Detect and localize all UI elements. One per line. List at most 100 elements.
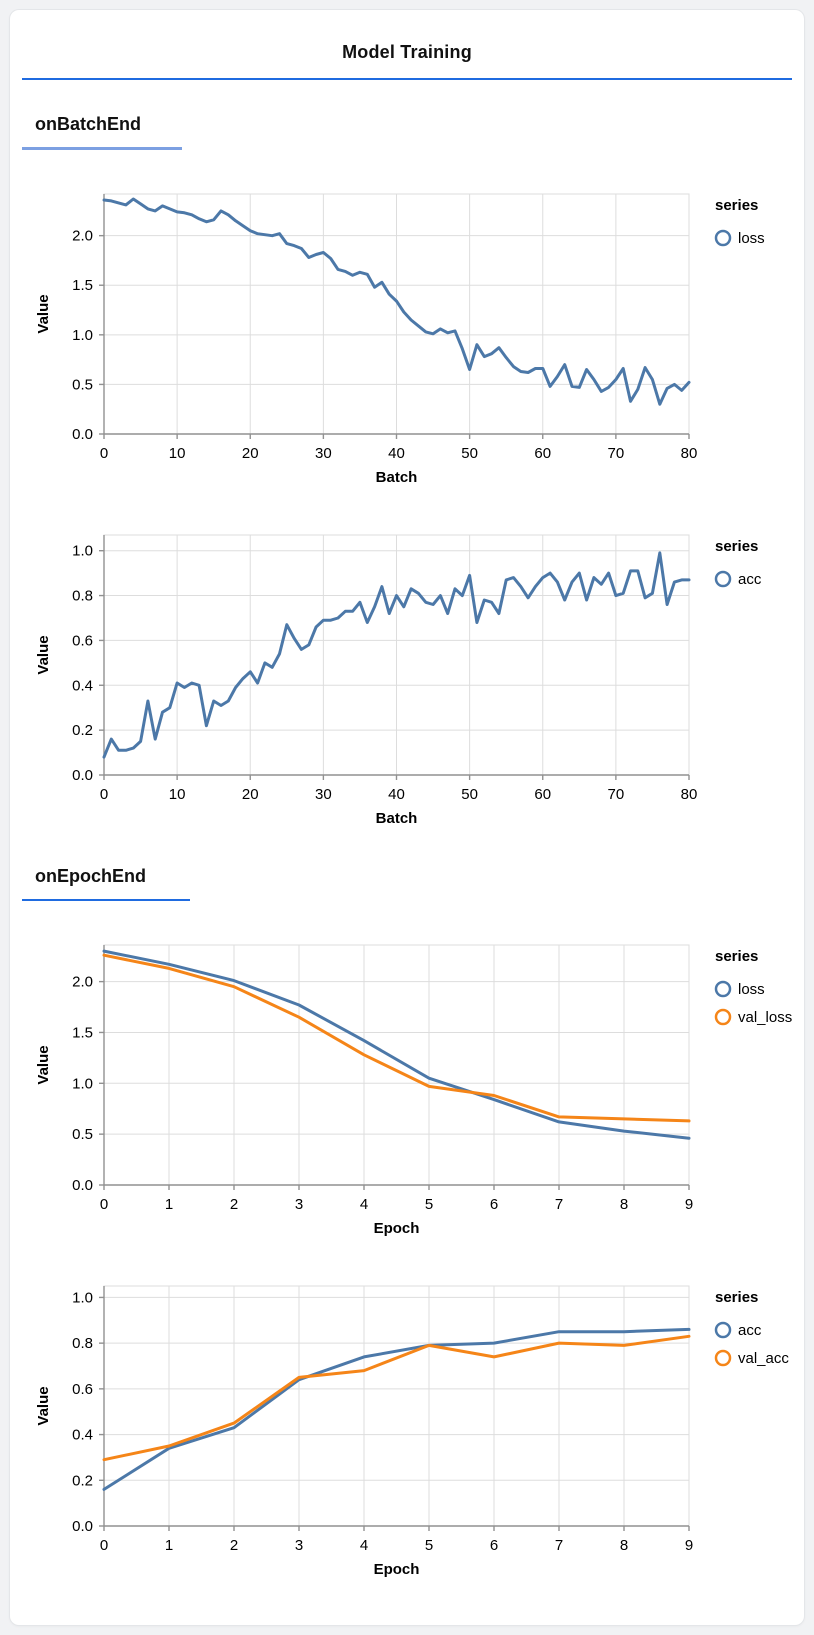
x-tick-label: 0 [100, 1196, 108, 1213]
series-line-val_loss [102, 953, 691, 1123]
legend-title: series [715, 1289, 758, 1306]
gridlines [103, 535, 690, 776]
chart-epoch-acc: 0 1 2 3 4 5 6 7 8 9 0.0 0.2 0.4 0.6 0.8 1.0 Epoch Value se… [22, 1272, 792, 1583]
y-tick-label: 0.0 [72, 1518, 93, 1535]
series-line-loss [102, 949, 691, 1140]
y-tick-label: 0.2 [72, 1472, 93, 1489]
axes [99, 1286, 690, 1531]
legend-title: series [715, 538, 758, 555]
legend: series acc [714, 538, 762, 588]
gridlines [103, 1286, 690, 1527]
x-axis-title: Batch [376, 469, 418, 486]
section-underline-onepochend [22, 899, 190, 901]
x-tick-label: 2 [230, 1537, 238, 1554]
series-line-loss [102, 197, 691, 406]
x-tick-label: 80 [681, 786, 698, 803]
line-chart-svg: 0 10 20 30 40 50 60 70 80 0.0 0.5 1.0 1.5 2.0 Batch Val… [35, 193, 765, 486]
title-underline [22, 78, 792, 80]
section-onbatchend: onBatchEnd 0 10 20 30 40 50 60 70 80 0.0 0.5 1.0 1.5… [22, 114, 792, 832]
y-axis-title: Value [35, 1045, 52, 1084]
y-tick-label: 0.0 [72, 767, 93, 784]
legend-marker-loss [714, 980, 732, 998]
legend-label-loss: loss [738, 230, 765, 247]
x-tick-label: 3 [295, 1196, 303, 1213]
y-axis-title: Value [35, 294, 52, 333]
x-tick-label: 2 [230, 1196, 238, 1213]
x-tick-label: 8 [620, 1537, 628, 1554]
legend-marker-acc [714, 570, 732, 588]
x-tick-label: 30 [315, 445, 332, 462]
legend: series loss [714, 197, 765, 247]
gridlines [103, 194, 690, 435]
y-axis-title: Value [35, 1386, 52, 1425]
visor-card: Model Training onBatchEnd 0 10 20 30 40 50 60 7… [10, 10, 804, 1625]
x-tick-label: 70 [608, 445, 625, 462]
line-chart-svg: 0 10 20 30 40 50 60 70 80 0.0 0.2 0.4 0.6 0.8 1.0 Batch… [35, 534, 762, 827]
x-tick-label: 9 [685, 1196, 693, 1213]
y-tick-label: 1.0 [72, 327, 93, 344]
series-line-acc [102, 1327, 691, 1491]
x-tick-label: 3 [295, 1537, 303, 1554]
legend-marker-val_loss [714, 1008, 732, 1026]
x-tick-label: 50 [461, 445, 478, 462]
legend: series loss val_loss [714, 948, 792, 1026]
section-onepochend: onEpochEnd 0 1 2 3 4 5 6 7 8 9 0.0 0.5 1.0 1.5 2.0 Epoc… [22, 866, 792, 1583]
y-tick-label: 0.8 [72, 1335, 93, 1352]
x-tick-label: 0 [100, 786, 108, 803]
chart-batch-acc: 0 10 20 30 40 50 60 70 80 0.0 0.2 0.4 0.6 0.8 1.0 Batch… [22, 521, 792, 832]
legend-title: series [715, 948, 758, 965]
x-tick-label: 50 [461, 786, 478, 803]
x-tick-label: 70 [608, 786, 625, 803]
x-tick-label: 6 [490, 1196, 498, 1213]
y-axis-title: Value [35, 635, 52, 674]
legend-label-val_loss: val_loss [738, 1009, 792, 1026]
y-tick-label: 1.0 [72, 1075, 93, 1092]
y-tick-label: 2.0 [72, 974, 93, 991]
section-underline-onbatchend [22, 147, 182, 150]
x-tick-label: 20 [242, 445, 259, 462]
x-tick-label: 1 [165, 1196, 173, 1213]
legend: series acc val_acc [714, 1289, 789, 1367]
x-tick-label: 30 [315, 786, 332, 803]
axes [99, 535, 690, 780]
section-title-onbatchend: onBatchEnd [35, 114, 141, 134]
section-title-onepochend: onEpochEnd [35, 866, 146, 886]
y-tick-label: 0.6 [72, 1381, 93, 1398]
x-axis-title: Epoch [374, 1220, 420, 1237]
y-tick-label: 0.5 [72, 376, 93, 393]
legend-label-acc: acc [738, 571, 762, 588]
x-tick-label: 7 [555, 1196, 563, 1213]
y-tick-label: 1.0 [72, 1289, 93, 1306]
legend-marker-val_acc [714, 1349, 732, 1367]
chart-batch-loss: 0 10 20 30 40 50 60 70 80 0.0 0.5 1.0 1.5 2.0 Batch Val… [22, 180, 792, 491]
y-tick-label: 1.5 [72, 1024, 93, 1041]
chart-epoch-loss: 0 1 2 3 4 5 6 7 8 9 0.0 0.5 1.0 1.5 2.0 Epoch Value serie… [22, 931, 792, 1242]
y-tick-label: 0.5 [72, 1126, 93, 1143]
x-axis-title: Epoch [374, 1561, 420, 1578]
x-tick-label: 40 [388, 786, 405, 803]
x-tick-label: 4 [360, 1196, 368, 1213]
x-tick-label: 5 [425, 1537, 433, 1554]
line-chart-svg: 0 1 2 3 4 5 6 7 8 9 0.0 0.2 0.4 0.6 0.8 1.0 Epoch Value se… [35, 1285, 789, 1578]
y-tick-label: 2.0 [72, 228, 93, 245]
y-tick-label: 1.5 [72, 277, 93, 294]
gridlines [103, 945, 690, 1186]
plot-border [103, 944, 690, 1186]
x-tick-label: 10 [169, 786, 186, 803]
x-tick-label: 0 [100, 1537, 108, 1554]
x-tick-label: 60 [534, 786, 551, 803]
legend-marker-loss [714, 229, 732, 247]
legend-label-loss: loss [738, 981, 765, 998]
x-tick-label: 6 [490, 1537, 498, 1554]
y-tick-label: 1.0 [72, 543, 93, 560]
line-chart-svg: 0 1 2 3 4 5 6 7 8 9 0.0 0.5 1.0 1.5 2.0 Epoch Value serie… [35, 944, 792, 1237]
legend-title: series [715, 197, 758, 214]
legend-label-val_acc: val_acc [738, 1350, 789, 1367]
x-tick-label: 5 [425, 1196, 433, 1213]
axes [99, 194, 690, 439]
x-tick-label: 4 [360, 1537, 368, 1554]
axes [99, 945, 690, 1190]
x-tick-label: 7 [555, 1537, 563, 1554]
y-tick-label: 0.8 [72, 588, 93, 605]
